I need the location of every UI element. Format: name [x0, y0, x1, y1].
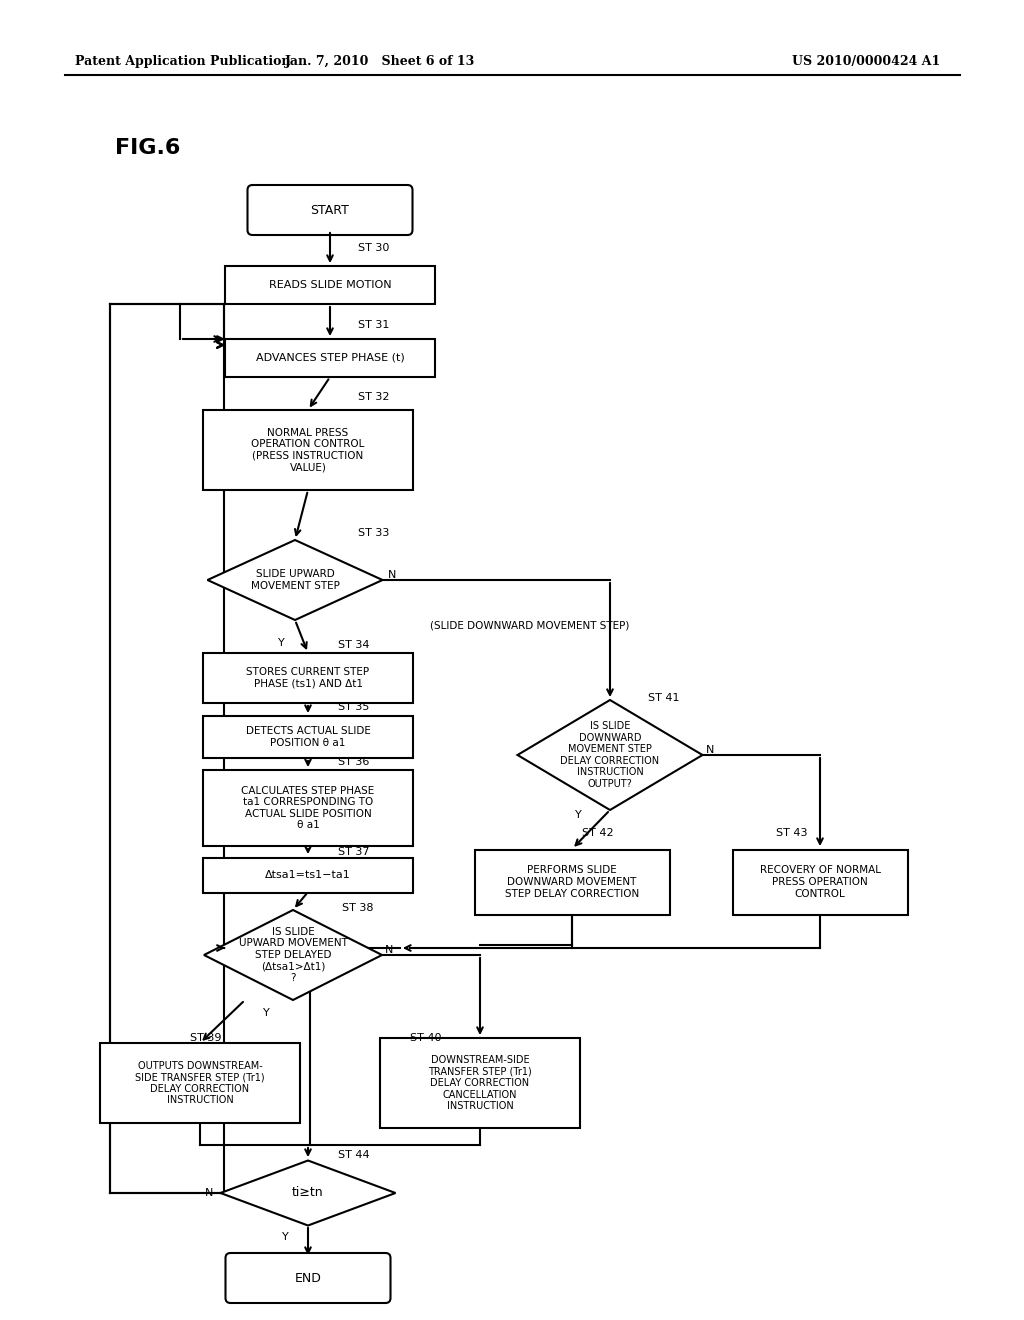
Text: ST 30: ST 30	[358, 243, 389, 253]
Text: ST 38: ST 38	[342, 903, 374, 913]
Text: FIG.6: FIG.6	[115, 139, 180, 158]
Text: RECOVERY OF NORMAL
PRESS OPERATION
CONTROL: RECOVERY OF NORMAL PRESS OPERATION CONTR…	[760, 866, 881, 899]
Bar	[203, 770, 413, 846]
Text: N: N	[385, 945, 393, 954]
Text: ST 39: ST 39	[190, 1034, 221, 1043]
Text: PERFORMS SLIDE
DOWNWARD MOVEMENT
STEP DELAY CORRECTION: PERFORMS SLIDE DOWNWARD MOVEMENT STEP DE…	[505, 866, 639, 899]
Polygon shape	[220, 1160, 395, 1225]
Text: ST 31: ST 31	[358, 319, 389, 330]
Text: END: END	[295, 1271, 322, 1284]
FancyBboxPatch shape	[225, 1253, 390, 1303]
Text: START: START	[310, 203, 349, 216]
Bar	[203, 858, 413, 892]
Text: STORES CURRENT STEP
PHASE (ts1) AND Δt1: STORES CURRENT STEP PHASE (ts1) AND Δt1	[247, 667, 370, 689]
Text: Y: Y	[263, 1008, 269, 1018]
Bar	[203, 715, 413, 758]
Text: IS SLIDE
DOWNWARD
MOVEMENT STEP
DELAY CORRECTION
INSTRUCTION
OUTPUT?: IS SLIDE DOWNWARD MOVEMENT STEP DELAY CO…	[560, 721, 659, 789]
Text: ST 33: ST 33	[358, 528, 389, 539]
Text: NORMAL PRESS
OPERATION CONTROL
(PRESS INSTRUCTION
VALUE): NORMAL PRESS OPERATION CONTROL (PRESS IN…	[251, 428, 365, 473]
Text: N: N	[388, 570, 396, 579]
Text: ti≥tn: ti≥tn	[292, 1187, 324, 1200]
Text: CALCULATES STEP PHASE
ta1 CORRESPONDING TO
ACTUAL SLIDE POSITION
θ a1: CALCULATES STEP PHASE ta1 CORRESPONDING …	[242, 785, 375, 830]
Polygon shape	[517, 700, 702, 810]
Text: US 2010/0000424 A1: US 2010/0000424 A1	[792, 55, 940, 69]
Text: ST 37: ST 37	[338, 847, 370, 857]
Text: READS SLIDE MOTION: READS SLIDE MOTION	[268, 280, 391, 290]
Text: ST 40: ST 40	[410, 1034, 441, 1043]
Text: ST 44: ST 44	[338, 1150, 370, 1160]
Text: ST 42: ST 42	[582, 828, 613, 838]
Bar	[225, 267, 435, 304]
Bar	[380, 1038, 580, 1129]
Bar	[225, 339, 435, 378]
Polygon shape	[208, 540, 383, 620]
FancyBboxPatch shape	[248, 185, 413, 235]
Text: ST 41: ST 41	[648, 693, 680, 704]
Text: Jan. 7, 2010   Sheet 6 of 13: Jan. 7, 2010 Sheet 6 of 13	[285, 55, 475, 69]
Text: N: N	[205, 1188, 213, 1199]
Text: ST 32: ST 32	[358, 392, 389, 403]
Bar	[203, 653, 413, 704]
Text: DETECTS ACTUAL SLIDE
POSITION θ a1: DETECTS ACTUAL SLIDE POSITION θ a1	[246, 726, 371, 748]
Text: Patent Application Publication: Patent Application Publication	[75, 55, 291, 69]
Text: ST 43: ST 43	[776, 828, 808, 838]
Bar	[100, 1043, 300, 1123]
Bar	[474, 850, 670, 915]
Text: ST 35: ST 35	[338, 702, 370, 711]
Text: N: N	[706, 744, 715, 755]
Bar	[732, 850, 907, 915]
Text: Y: Y	[575, 810, 582, 820]
Text: DOWNSTREAM-SIDE
TRANSFER STEP (Tr1)
DELAY CORRECTION
CANCELLATION
INSTRUCTION: DOWNSTREAM-SIDE TRANSFER STEP (Tr1) DELA…	[428, 1055, 531, 1111]
Text: ST 36: ST 36	[338, 756, 370, 767]
Text: OUTPUTS DOWNSTREAM-
SIDE TRANSFER STEP (Tr1)
DELAY CORRECTION
INSTRUCTION: OUTPUTS DOWNSTREAM- SIDE TRANSFER STEP (…	[135, 1060, 265, 1105]
Text: ADVANCES STEP PHASE (t): ADVANCES STEP PHASE (t)	[256, 352, 404, 363]
Text: IS SLIDE
UPWARD MOVEMENT
STEP DELAYED
(Δtsa1>Δt1)
?: IS SLIDE UPWARD MOVEMENT STEP DELAYED (Δ…	[239, 927, 347, 983]
Text: Δtsa1=ts1−ta1: Δtsa1=ts1−ta1	[265, 870, 351, 880]
Text: Y: Y	[278, 638, 285, 648]
Text: SLIDE UPWARD
MOVEMENT STEP: SLIDE UPWARD MOVEMENT STEP	[251, 569, 339, 591]
Polygon shape	[204, 909, 382, 1001]
Text: ST 34: ST 34	[338, 640, 370, 649]
Text: Y: Y	[282, 1232, 289, 1242]
Text: (SLIDE DOWNWARD MOVEMENT STEP): (SLIDE DOWNWARD MOVEMENT STEP)	[430, 620, 630, 630]
Bar	[203, 411, 413, 490]
